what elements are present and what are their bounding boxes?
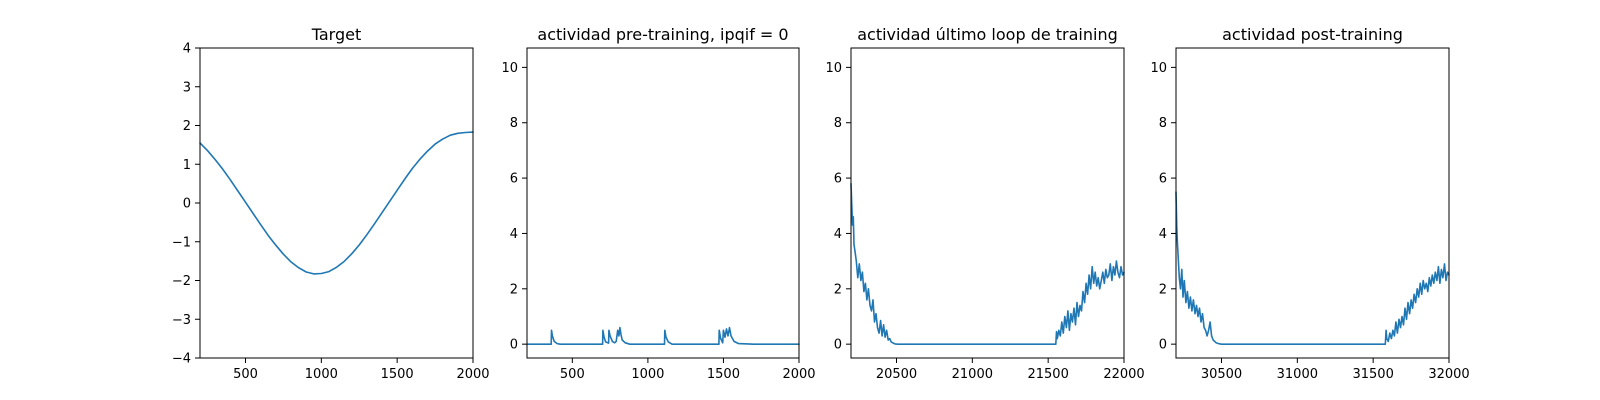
y-tick-label: −1 (172, 235, 191, 250)
axes-frame (850, 47, 1125, 359)
subplot-last-training-loop: actividad último loop de training 20500 2… (825, 25, 1144, 382)
subplot-post-training: actividad post-training 30500 31000 31500 3… (1150, 25, 1469, 382)
y-tick-label: 2 (834, 282, 842, 297)
x-tick-label: 32000 (1428, 367, 1469, 382)
x-tick-label: 1000 (305, 367, 338, 382)
chart-title: Target (311, 25, 362, 44)
y-tick-label: 4 (834, 227, 842, 242)
chart-title: actividad pre-training, ipqif = 0 (537, 25, 788, 44)
x-tick-label: 30500 (1201, 367, 1242, 382)
y-tick-label: 4 (183, 42, 191, 57)
x-tick-label: 1000 (631, 367, 664, 382)
y-tick-label: 1 (183, 158, 191, 173)
y-tick-label: −4 (172, 352, 191, 367)
series-line (526, 326, 800, 345)
subplot-target: Target 500 1000 1500 2000 −4 −3 −2 −1 0 1 2 3 4 (172, 25, 490, 382)
y-tick-label: 2 (1159, 282, 1167, 297)
y-tick-label: 2 (510, 282, 518, 297)
chart-title: actividad post-training (1222, 25, 1403, 44)
y-tick-label: 0 (510, 338, 518, 353)
x-tick-label: 1500 (381, 367, 414, 382)
y-tick-label: 10 (501, 61, 518, 76)
y-tick-label: 4 (510, 227, 518, 242)
y-tick-label: 0 (1159, 338, 1167, 353)
series-line (850, 182, 1125, 345)
subplot-pre-training: actividad pre-training, ipqif = 0 500 100… (501, 25, 815, 382)
y-tick-label: 0 (183, 197, 191, 212)
y-tick-label: 10 (1150, 61, 1167, 76)
series-line (1175, 191, 1450, 345)
y-tick-label: 2 (183, 119, 191, 134)
y-tick-label: 8 (1159, 116, 1167, 131)
y-tick-label: −2 (172, 274, 191, 289)
x-tick-label: 31500 (1352, 367, 1393, 382)
x-tick-label: 22000 (1103, 367, 1144, 382)
y-tick-label: 8 (834, 116, 842, 131)
x-tick-label: 21500 (1027, 367, 1068, 382)
y-tick-label: 0 (834, 338, 842, 353)
x-tick-label: 500 (233, 367, 258, 382)
axes-frame (1175, 47, 1450, 359)
y-tick-label: 4 (1159, 227, 1167, 242)
chart-title: actividad último loop de training (857, 25, 1118, 44)
x-tick-label: 31000 (1277, 367, 1318, 382)
y-tick-label: 8 (510, 116, 518, 131)
x-tick-label: 2000 (782, 367, 815, 382)
axes-frame (526, 47, 800, 359)
x-tick-label: 20500 (876, 367, 917, 382)
y-tick-label: 10 (825, 61, 842, 76)
y-tick-label: 3 (183, 80, 191, 95)
x-tick-label: 1500 (707, 367, 740, 382)
x-tick-label: 500 (560, 367, 585, 382)
y-tick-label: 6 (1159, 172, 1167, 187)
y-tick-label: −3 (172, 313, 191, 328)
y-tick-label: 6 (510, 172, 518, 187)
y-tick-label: 6 (834, 172, 842, 187)
axes-frame (199, 47, 474, 359)
x-tick-label: 21000 (952, 367, 993, 382)
series-line (199, 131, 474, 275)
x-tick-label: 2000 (456, 367, 489, 382)
